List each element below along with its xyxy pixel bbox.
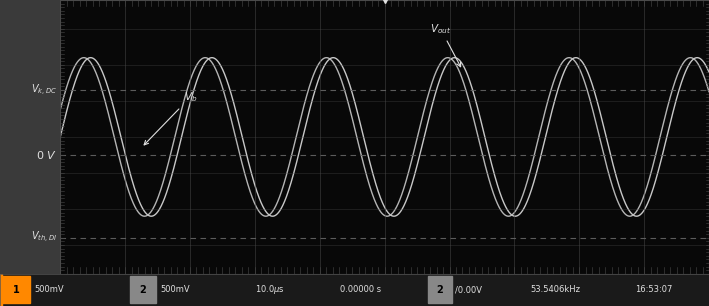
Text: /0.00V: /0.00V: [455, 285, 482, 294]
Text: 2: 2: [140, 285, 146, 295]
Text: 10.0$\mu$s: 10.0$\mu$s: [255, 283, 285, 297]
Text: $V_{th,DI}$: $V_{th,DI}$: [31, 230, 57, 245]
Text: 16:53:07: 16:53:07: [635, 285, 672, 294]
Text: $V_b$: $V_b$: [144, 90, 197, 145]
Text: $0\ V$: $0\ V$: [36, 149, 57, 161]
Text: 53.5406kHz: 53.5406kHz: [530, 285, 580, 294]
Text: $V_{out}$: $V_{out}$: [430, 22, 461, 67]
Text: 500mV: 500mV: [160, 285, 189, 294]
Bar: [0, 274, 2, 306]
Bar: [428, 276, 452, 304]
Text: 2: 2: [437, 285, 443, 295]
Text: 500mV: 500mV: [34, 285, 64, 294]
Bar: [130, 276, 156, 304]
Bar: [2, 276, 30, 304]
Text: 0.00000 s: 0.00000 s: [340, 285, 381, 294]
Text: 1: 1: [13, 285, 19, 295]
Text: $V_{k,DC}$: $V_{k,DC}$: [31, 83, 57, 98]
